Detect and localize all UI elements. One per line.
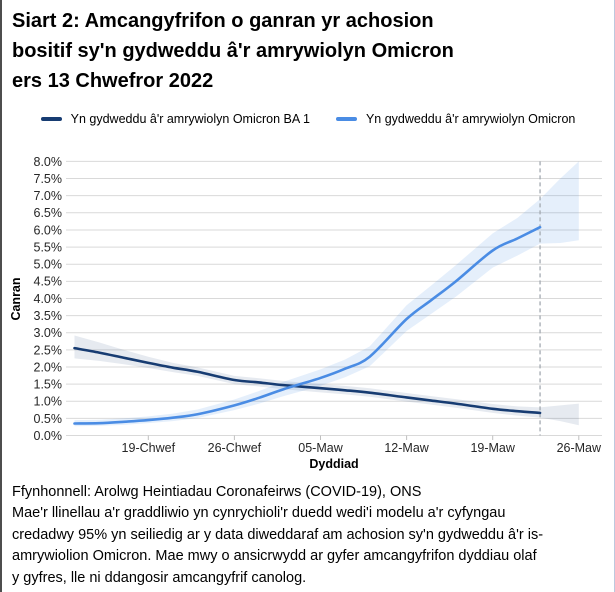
- y-tick-label: 7.0%: [34, 189, 63, 203]
- footer-notes: Ffynhonnell: Arolwg Heintiadau Coronafei…: [12, 482, 543, 589]
- legend-swatch-ba1-icon: [40, 117, 62, 121]
- y-tick-label: 6.0%: [34, 223, 63, 237]
- y-tick-label: 4.0%: [34, 292, 63, 306]
- line-omicron: [73, 225, 542, 425]
- legend: Yn gydweddu â'r amrywiolyn Omicron BA 1 …: [2, 112, 614, 126]
- legend-label-omicron: Yn gydweddu â'r amrywiolyn Omicron: [365, 112, 576, 126]
- y-tick-label: 7.5%: [34, 172, 63, 186]
- chart-title-line: Siart 2: Amcangyfrifon o ganran yr achos…: [12, 10, 434, 32]
- chart-title-line: bositif sy'n gydweddu â'r amrywiolyn Omi…: [12, 40, 454, 62]
- y-tick-label: 8.0%: [34, 155, 63, 169]
- y-tick-label: 2.5%: [34, 343, 63, 357]
- chart-title: Siart 2: Amcangyfrifon o ganran yr achos…: [12, 6, 454, 96]
- y-tick-label: 4.5%: [34, 275, 63, 289]
- legend-item-omicron: Yn gydweddu â'r amrywiolyn Omicron: [335, 112, 576, 126]
- x-tick-label: 12-Maw: [384, 441, 429, 455]
- x-tick-label: 26-Maw: [557, 441, 602, 455]
- y-tick-label: 5.0%: [34, 258, 63, 272]
- x-tick-label: 05-Maw: [298, 441, 343, 455]
- x-tick-label: 19-Chwef: [122, 441, 176, 455]
- y-tick-label: 1.0%: [34, 395, 63, 409]
- y-tick-label: 5.5%: [34, 240, 63, 254]
- y-tick-label: 0.5%: [34, 412, 63, 426]
- legend-label-ba1: Yn gydweddu â'r amrywiolyn Omicron BA 1: [70, 112, 310, 126]
- source-line: Ffynhonnell: Arolwg Heintiadau Coronafei…: [12, 484, 422, 500]
- x-tick-label: 26-Chwef: [208, 441, 262, 455]
- band-omicron: [74, 161, 579, 427]
- line-ba1: [73, 346, 542, 415]
- y-tick-label: 0.0%: [34, 429, 63, 443]
- y-tick-label: 6.5%: [34, 206, 63, 220]
- y-tick-label: 3.0%: [34, 326, 63, 340]
- legend-item-ba1: Yn gydweddu â'r amrywiolyn Omicron BA 1: [40, 112, 310, 126]
- note-line: Mae'r llinellau a'r graddliwio yn cynryc…: [12, 505, 506, 522]
- y-tick-label: 2.0%: [34, 360, 63, 374]
- y-tick-label: 3.5%: [34, 309, 63, 323]
- note-line: credadwy 95% yn seiliedig ar y data diwe…: [12, 526, 544, 543]
- note-line: amrywiolion Omicron. Mae mwy o ansicrwyd…: [12, 548, 537, 565]
- chart-title-line: ers 13 Chwefror 2022: [12, 70, 214, 92]
- legend-swatch-omicron-icon: [335, 117, 357, 121]
- x-axis-title: Dyddiad: [309, 457, 359, 471]
- y-tick-label: 1.5%: [34, 378, 63, 392]
- x-tick-label: 19-Maw: [470, 441, 515, 455]
- note-line: y gyfres, lle ni ddangosir amcangyfrif c…: [12, 569, 307, 586]
- trend-chart-svg: 0.0% 0.5% 1.0% 1.5% 2.0% 2.5% 3.0% 3.5% 4.0% 4.5%…: [34, 155, 602, 455]
